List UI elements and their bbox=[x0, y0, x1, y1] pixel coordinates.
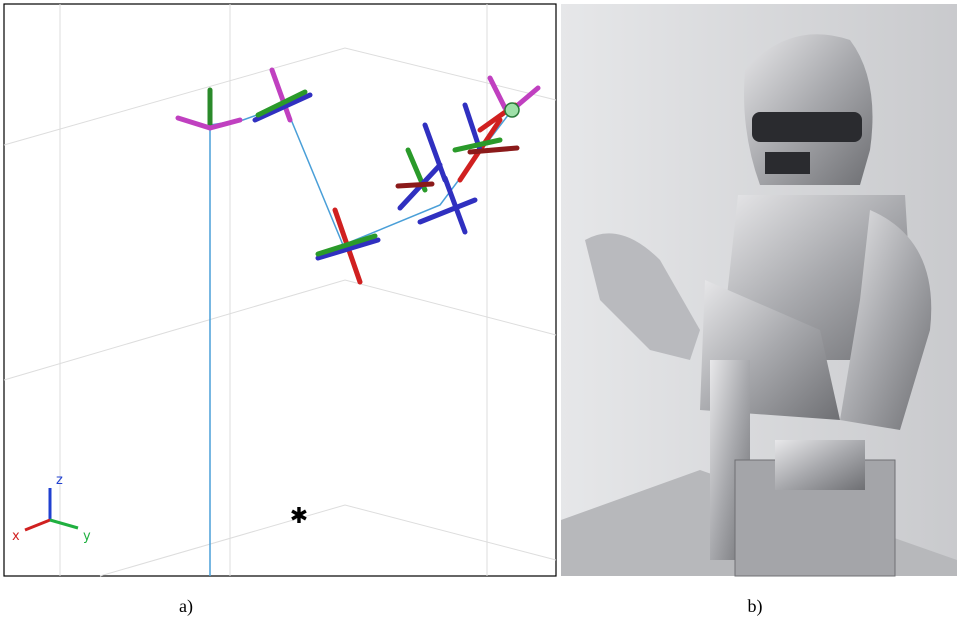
axis-label-z: z bbox=[56, 473, 63, 488]
axis-label-y: y bbox=[83, 529, 91, 544]
end-effector bbox=[505, 103, 519, 117]
figure-canvas: ✱ z x y a) b) bbox=[0, 0, 959, 626]
panel-label: a) bbox=[179, 596, 193, 617]
panel-label: b) bbox=[748, 596, 763, 617]
axis-label-x: x bbox=[12, 529, 20, 544]
panel-a: ✱ z x y bbox=[4, 4, 556, 576]
target-marker: ✱ bbox=[290, 503, 308, 528]
figure: ✱ z x y a) b) bbox=[0, 0, 959, 626]
panel-b bbox=[561, 4, 957, 576]
